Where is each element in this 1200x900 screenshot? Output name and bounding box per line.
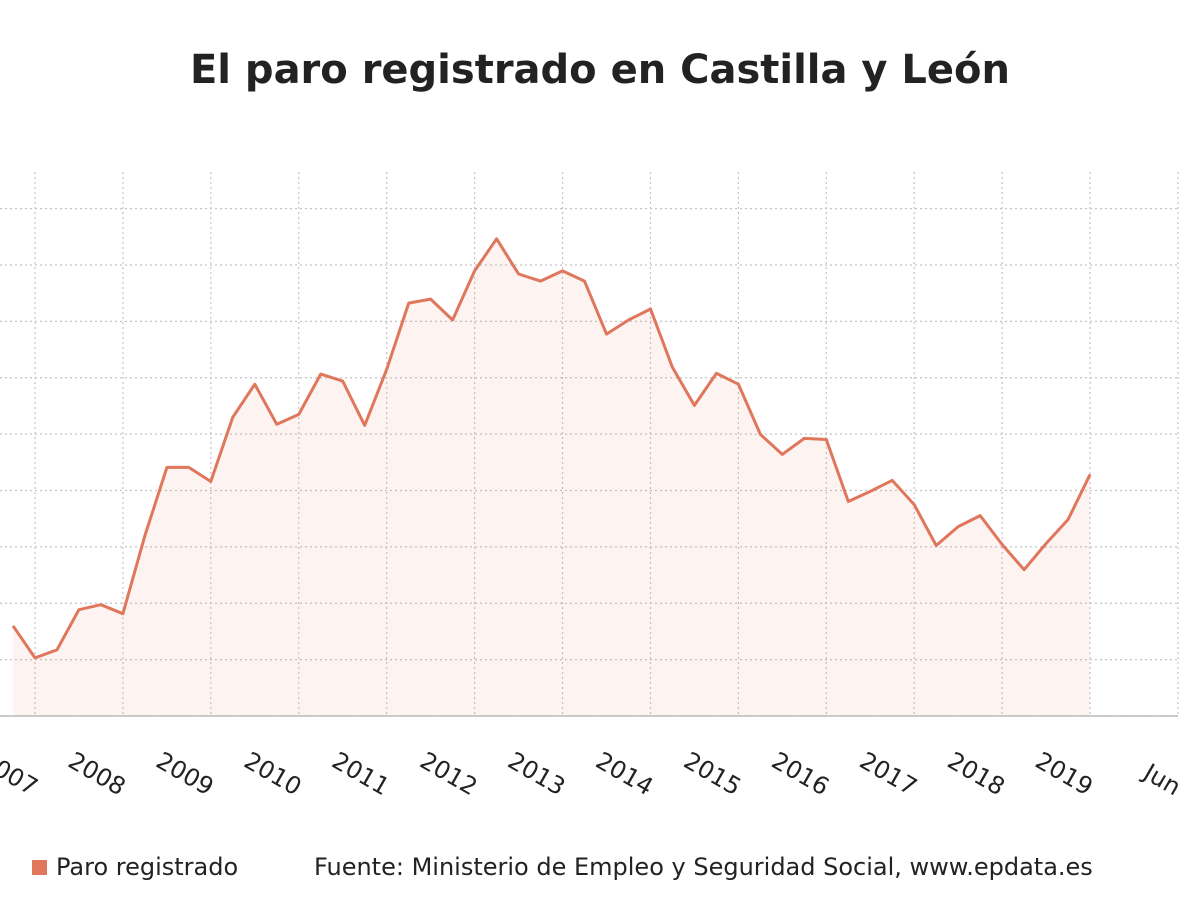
x-tick-label: 2013 <box>503 746 570 801</box>
x-tick-label: 2017 <box>855 746 922 801</box>
x-tick-label: 2018 <box>943 746 1010 801</box>
x-tick-label: Jun <box>1137 757 1185 801</box>
x-tick-label: 2007 <box>0 746 42 801</box>
x-tick-label: 2016 <box>767 746 834 801</box>
legend-label: Paro registrado <box>56 853 238 881</box>
x-tick-label: 2014 <box>591 746 658 801</box>
legend-swatch <box>32 860 47 875</box>
chart-title: El paro registrado en Castilla y León <box>190 47 1010 93</box>
x-tick-label: 2008 <box>64 746 131 801</box>
x-tick-label: 2019 <box>1031 746 1098 801</box>
area <box>13 238 1091 717</box>
x-tick-label: 2012 <box>415 746 482 801</box>
line <box>11 237 1092 660</box>
x-tick-label: 2015 <box>679 746 746 801</box>
x-tick-label: 2010 <box>239 746 306 801</box>
x-tick-label: 2011 <box>327 746 394 801</box>
source: Fuente: Ministerio de Empleo y Seguridad… <box>314 853 1093 881</box>
x-tick-label: 2009 <box>151 746 218 801</box>
